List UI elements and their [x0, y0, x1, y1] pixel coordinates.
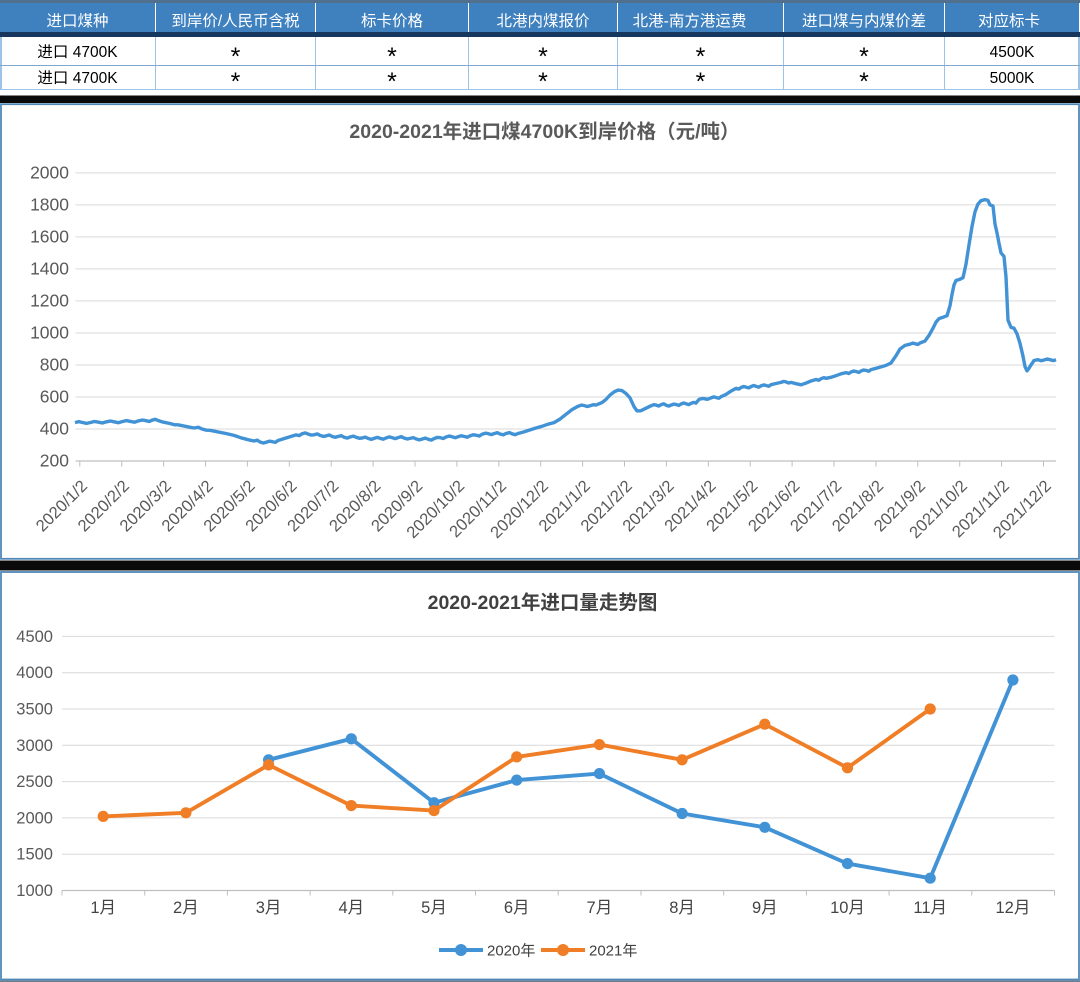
svg-text:1月: 1月: [90, 894, 116, 918]
svg-text:800: 800: [40, 355, 69, 375]
svg-text:200: 200: [40, 451, 69, 471]
svg-text:2月: 2月: [173, 894, 199, 918]
svg-text:6月: 6月: [504, 894, 530, 918]
svg-text:1600: 1600: [30, 226, 69, 246]
svg-text:3月: 3月: [256, 894, 282, 918]
svg-text:12月: 12月: [995, 894, 1030, 918]
svg-text:2000: 2000: [30, 162, 69, 182]
svg-text:400: 400: [40, 419, 69, 439]
svg-text:2021年: 2021年: [589, 940, 637, 961]
svg-text:2500: 2500: [16, 773, 53, 791]
svg-text:1200: 1200: [30, 290, 69, 310]
svg-text:10月: 10月: [830, 894, 865, 918]
svg-text:1800: 1800: [30, 194, 69, 214]
svg-text:7月: 7月: [587, 894, 613, 918]
svg-text:2020-2021年进口煤4700K到岸价格（元/吨）: 2020-2021年进口煤4700K到岸价格（元/吨）: [349, 115, 739, 144]
svg-text:4000: 4000: [16, 664, 53, 682]
svg-text:4月: 4月: [338, 894, 364, 918]
svg-text:2000: 2000: [16, 809, 53, 827]
svg-text:1000: 1000: [30, 323, 69, 343]
svg-text:2020年: 2020年: [487, 940, 535, 961]
svg-text:1000: 1000: [16, 882, 53, 900]
svg-text:4500: 4500: [16, 628, 53, 646]
svg-text:3000: 3000: [16, 737, 53, 755]
svg-text:2020-2021年进口量走势图: 2020-2021年进口量走势图: [428, 586, 658, 615]
svg-text:1500: 1500: [16, 846, 53, 864]
svg-text:3500: 3500: [16, 701, 53, 719]
svg-text:5月: 5月: [421, 894, 447, 918]
svg-text:9月: 9月: [752, 894, 778, 918]
svg-text:600: 600: [40, 387, 69, 407]
svg-text:8月: 8月: [669, 894, 695, 918]
svg-text:1400: 1400: [30, 258, 69, 278]
svg-text:11月: 11月: [913, 894, 947, 918]
